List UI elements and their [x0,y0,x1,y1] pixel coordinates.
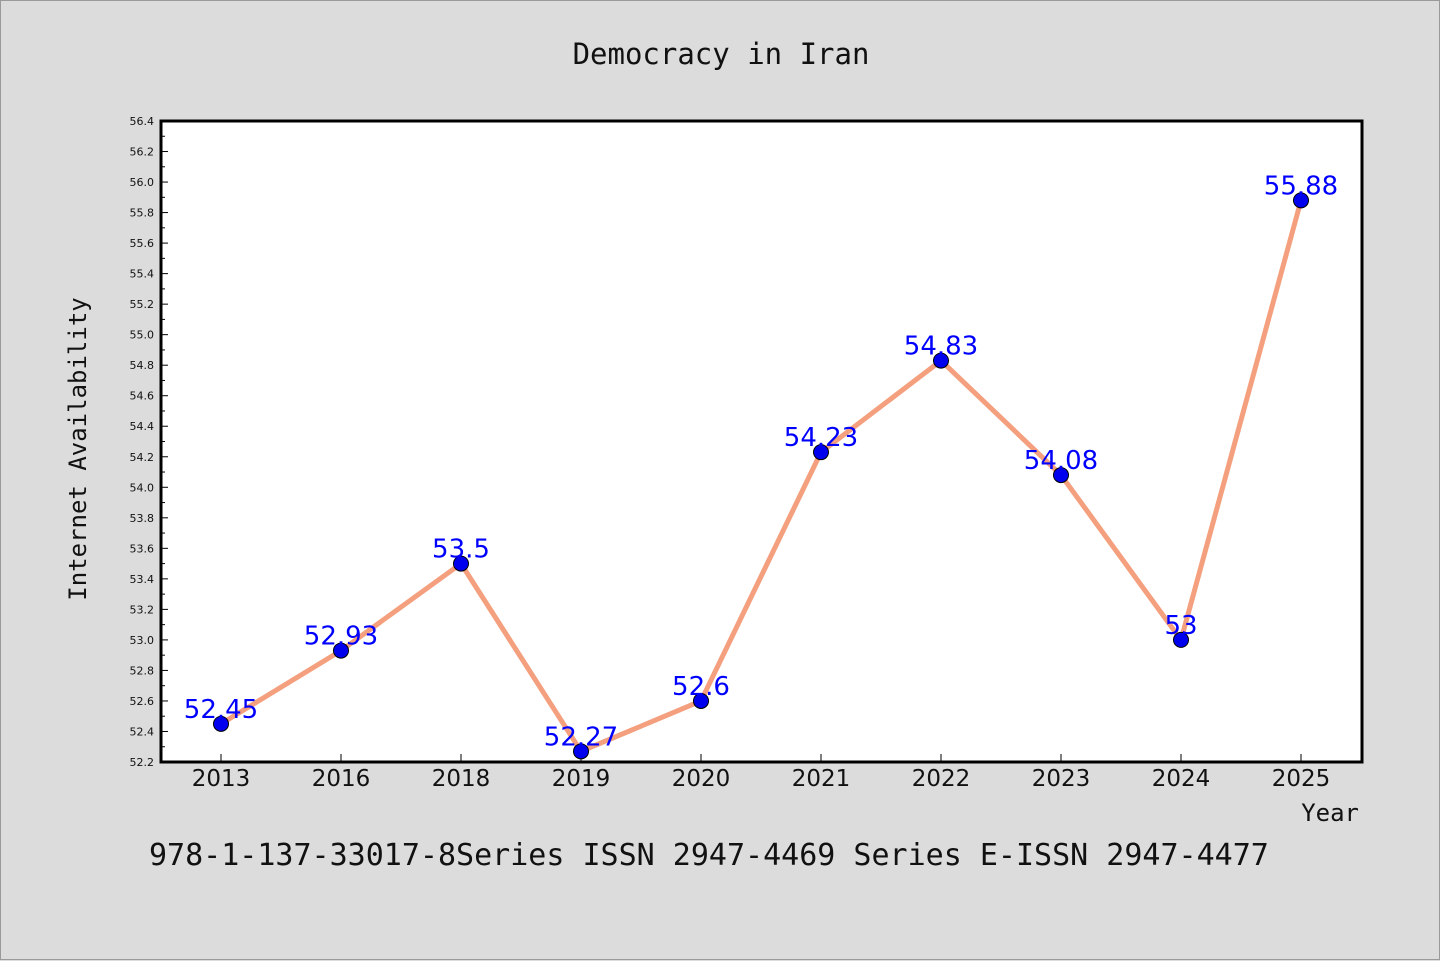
x-tick-label: 2013 [192,766,251,792]
y-tick-label: 52.8 [130,664,155,677]
data-point-2025 [1293,192,1309,209]
data-point-2018 [453,555,469,572]
y-tick-label: 53.6 [130,542,155,555]
y-axis-ticks: 52.2 52.4 52.6 52.8 53.0 53.2 53.4 53.6 53.8 54.0… [130,115,168,769]
y-tick-label: 53.4 [130,573,155,586]
data-point-2021 [813,444,829,461]
x-tick-label: 2018 [432,766,491,792]
plot-area [161,121,1362,762]
series-line [218,197,1304,754]
y-tick-label: 52.2 [130,756,155,769]
y-tick-label: 55.8 [130,207,155,220]
data-label-2019: 52.27 [544,722,618,752]
data-label-2022: 54.83 [904,332,978,362]
x-tick-label: 2021 [792,766,851,792]
data-label-2016: 52.93 [304,622,378,652]
y-tick-label: 52.4 [130,725,155,738]
data-markers [213,192,1309,760]
x-tick-label: 2019 [552,766,611,792]
data-point-2020 [693,692,709,709]
data-label-2023: 54.08 [1024,446,1098,476]
footer-isbn-issn: 978-1-137-33017-8Series ISSN 2947-4469 S… [149,838,1269,873]
x-tick-label: 2023 [1032,766,1091,792]
data-label-2021: 54.23 [784,423,858,453]
y-tick-label: 55.4 [130,268,155,281]
data-label-2013: 52.45 [184,695,258,725]
y-tick-label: 54.4 [130,420,155,433]
y-tick-label: 53.8 [130,512,155,525]
x-tick-label: 2022 [912,766,971,792]
plot-border [159,119,1364,764]
data-labels: 52.45 52.93 53.5 52.27 52.6 54.23 54.83 54.08 53… [184,171,1338,752]
x-tick-label: 2020 [672,766,731,792]
y-tick-label: 55.6 [130,237,155,250]
y-tick-label: 56.2 [130,146,155,159]
data-label-2025: 55.88 [1264,171,1338,201]
x-tick-label: 2025 [1272,766,1331,792]
y-tick-label: 56.0 [130,176,155,189]
y-tick-label: 55.2 [130,298,155,311]
data-label-2018: 53.5 [432,535,490,565]
x-tick-label: 2024 [1152,766,1211,792]
data-label-2020: 52.6 [672,672,730,702]
chart-title: Democracy in Iran [573,37,870,71]
data-label-2024: 53 [1164,611,1197,641]
y-tick-label: 54.0 [130,481,155,494]
y-tick-label: 56.4 [130,115,155,128]
data-point-2022 [933,352,949,369]
y-tick-label: 54.8 [130,359,155,372]
y-tick-label: 52.6 [130,695,155,708]
y-tick-label: 53.2 [130,603,155,616]
data-point-2019 [573,743,589,760]
y-tick-label: 54.2 [130,451,155,464]
y-tick-label: 55.0 [130,329,155,342]
data-point-2024 [1173,631,1189,648]
data-point-2023 [1053,467,1069,484]
x-axis-ticks: 2013 2016 2018 2019 2020 2021 2022 2023 2024 2025 [192,754,1331,792]
y-axis-label: Internet Availability [64,297,92,600]
data-point-2013 [213,715,229,732]
x-tick-label: 2016 [312,766,371,792]
data-point-2016 [333,642,349,659]
y-tick-label: 53.0 [130,634,155,647]
y-tick-label: 54.6 [130,390,155,403]
x-axis-label: Year [1301,799,1359,827]
